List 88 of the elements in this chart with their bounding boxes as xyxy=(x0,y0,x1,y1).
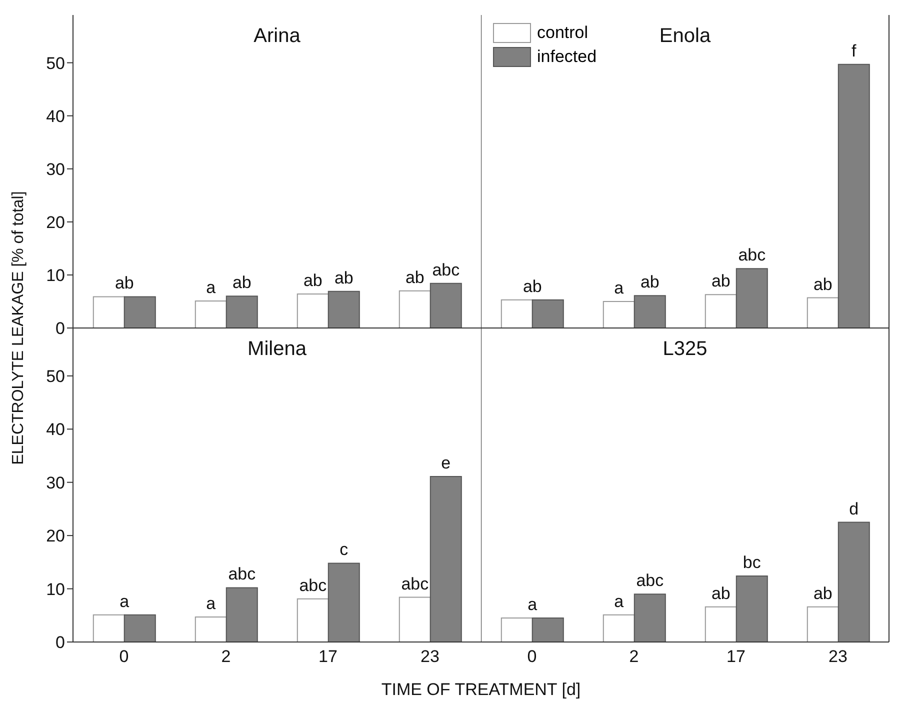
bar xyxy=(194,616,227,642)
x-tick-label: 0 xyxy=(527,647,537,666)
y-tick-label: 50 xyxy=(46,366,65,386)
bar xyxy=(398,596,431,642)
bar xyxy=(838,522,870,642)
x-tick-label: 17 xyxy=(726,647,746,666)
bar xyxy=(806,606,839,642)
bar xyxy=(430,282,462,328)
bar xyxy=(532,299,564,328)
data-label: ab xyxy=(334,268,354,288)
data-label: ab xyxy=(114,274,134,293)
data-label: a xyxy=(206,278,216,297)
bar xyxy=(194,300,227,328)
y-axis-title: ELECTROLYTE LEAKAGE [% of total] xyxy=(10,191,27,465)
y-tick-label: 20 xyxy=(46,526,65,546)
y-tick-label: 10 xyxy=(46,580,65,599)
bar xyxy=(92,614,125,642)
bar xyxy=(328,562,360,642)
x-tick-label: 0 xyxy=(119,647,129,666)
bar xyxy=(500,618,533,642)
x-tick-label: 2 xyxy=(629,647,639,666)
data-label: c xyxy=(340,540,349,560)
data-label: e xyxy=(441,453,451,472)
data-label: abc xyxy=(738,246,766,265)
bar xyxy=(704,294,737,328)
bar xyxy=(296,294,329,328)
data-label: abc xyxy=(401,574,430,594)
bar xyxy=(602,614,635,642)
bar xyxy=(328,290,360,328)
data-label: ab xyxy=(232,273,252,292)
data-label: abc xyxy=(299,576,328,595)
bar xyxy=(226,587,258,642)
bar xyxy=(430,476,462,642)
bar xyxy=(602,300,635,328)
x-tick-label: 17 xyxy=(318,647,338,666)
bar xyxy=(838,64,870,328)
bar xyxy=(92,296,125,328)
bar xyxy=(736,576,768,642)
text: Milena xyxy=(248,338,306,360)
y-tick-label: 10 xyxy=(46,266,65,285)
bar xyxy=(634,594,666,642)
x-tick-label: 23 xyxy=(828,647,848,666)
bar xyxy=(124,614,156,642)
bar xyxy=(806,297,839,328)
bar xyxy=(500,299,533,328)
data-label: d xyxy=(849,499,859,518)
data-label: a xyxy=(528,595,538,614)
y-tick-label: 40 xyxy=(46,106,65,126)
data-label: abc xyxy=(432,260,460,280)
data-label: ab xyxy=(711,584,730,603)
data-label: bc xyxy=(742,553,762,572)
data-label: ab xyxy=(405,268,424,287)
bar xyxy=(124,296,156,328)
data-label: ab xyxy=(522,276,542,296)
bar xyxy=(634,295,666,328)
data-label: ab xyxy=(303,271,322,290)
x-tick-label: 23 xyxy=(420,647,440,666)
bar xyxy=(226,296,258,328)
bar xyxy=(736,268,768,328)
data-label: abc xyxy=(636,571,664,590)
bar xyxy=(704,606,737,642)
y-tick-label: 0 xyxy=(56,319,65,338)
bar xyxy=(398,290,431,328)
bar xyxy=(532,618,564,642)
data-label: ab xyxy=(640,272,660,292)
data-label: abc xyxy=(228,564,256,584)
legend-label: infected xyxy=(537,46,597,68)
data-label: a xyxy=(206,594,216,613)
y-tick-label: 40 xyxy=(46,420,65,440)
bar xyxy=(296,598,329,642)
text: L325 xyxy=(662,338,708,360)
text: Arina xyxy=(254,25,300,47)
x-axis-title: TIME OF TREATMENT [d] xyxy=(381,680,581,699)
y-tick-label: 30 xyxy=(46,473,65,492)
data-label: ab xyxy=(711,272,730,291)
y-tick-label: 50 xyxy=(46,54,65,73)
x-tick-label: 2 xyxy=(221,647,231,666)
data-label: ab xyxy=(813,584,832,603)
y-tick-label: 30 xyxy=(46,160,65,179)
data-label: ab xyxy=(813,274,832,294)
y-tick-label: 0 xyxy=(56,633,65,652)
data-label: a xyxy=(614,278,624,298)
legend-label: control xyxy=(537,22,588,44)
data-label: f xyxy=(852,41,857,60)
text: Enola xyxy=(659,25,711,47)
data-label: a xyxy=(614,592,624,611)
y-tick-label: 20 xyxy=(46,212,65,232)
data-label: a xyxy=(120,592,130,611)
